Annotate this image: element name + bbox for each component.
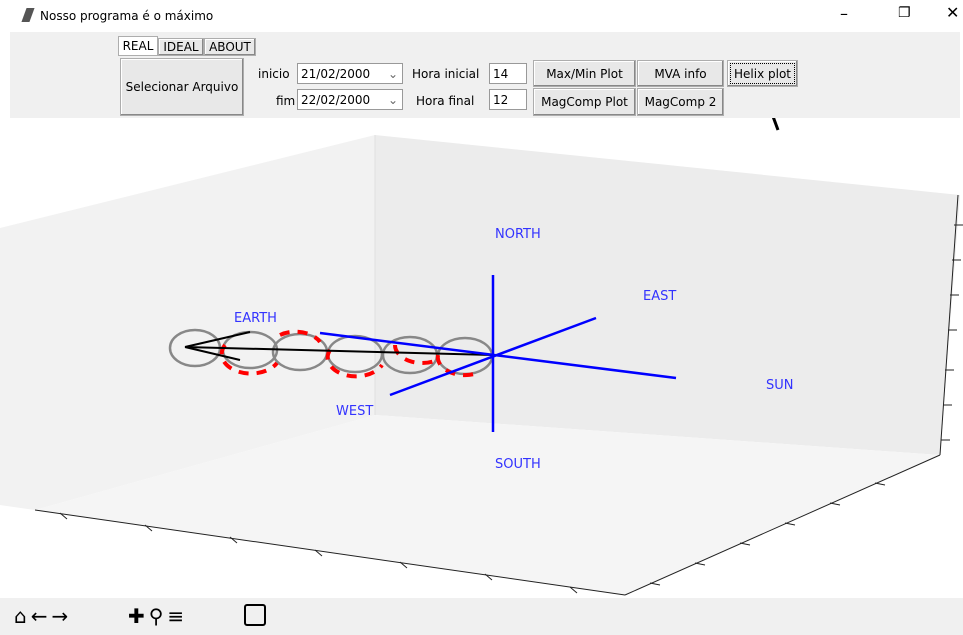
pointer-arrow — [771, 118, 780, 131]
label-sun: SUN — [766, 378, 794, 393]
start-label: inicio — [258, 67, 290, 81]
end-label: fim — [276, 94, 296, 108]
save-icon[interactable] — [244, 604, 266, 626]
window-title: Nosso programa é o máximo — [40, 9, 214, 23]
left-pane — [0, 135, 375, 510]
button[interactable]: Max/Min Plot — [533, 60, 636, 87]
label-west: WEST — [336, 404, 373, 419]
nav-icons-2[interactable]: ✚⚲≡ — [128, 604, 189, 628]
restore[interactable]: ❐ — [898, 5, 911, 21]
button[interactable]: Helix plot — [727, 60, 798, 87]
label-east: EAST — [643, 289, 676, 304]
tab[interactable]: IDEAL — [158, 38, 204, 56]
tab[interactable]: ABOUT — [204, 38, 256, 56]
label-earth: EARTH — [234, 311, 277, 326]
end-date: 22/02/2000 — [301, 92, 371, 107]
axes-cross — [319, 275, 677, 432]
close[interactable]: ✕ — [946, 3, 960, 22]
end-hour-label: Hora final — [416, 94, 475, 108]
floor-pane — [35, 415, 940, 595]
button[interactable]: MagComp 2 — [637, 88, 724, 116]
label-north: NORTH — [495, 227, 541, 242]
nav-icons-1[interactable]: ⌂←→ — [14, 604, 73, 628]
nav-toolbar — [0, 598, 963, 635]
tab[interactable]: REAL — [118, 36, 158, 56]
app-icon — [21, 8, 35, 22]
start-hour-entry[interactable]: 14 — [489, 63, 527, 84]
end-date-combobox[interactable]: 22/02/2000 ⌄ — [297, 89, 403, 110]
start-hour-label: Hora inicial — [412, 67, 480, 81]
earth-arrow — [184, 331, 494, 361]
plot: NORTH EAST SUN WEST SOUTH EARTH — [0, 118, 963, 596]
right-pane — [375, 135, 960, 455]
start-date: 21/02/2000 — [301, 66, 371, 81]
end-hour-entry[interactable]: 12 — [489, 89, 527, 110]
button[interactable]: MVA info — [637, 60, 724, 87]
select-file-button[interactable]: Selecionar Arquivo — [120, 58, 244, 116]
minimize[interactable]: – — [840, 4, 848, 23]
start-date-combobox[interactable]: 21/02/2000 ⌄ — [297, 63, 403, 84]
label-south: SOUTH — [495, 457, 541, 472]
axis-edges — [34, 194, 963, 596]
button[interactable]: MagComp Plot — [533, 88, 636, 116]
